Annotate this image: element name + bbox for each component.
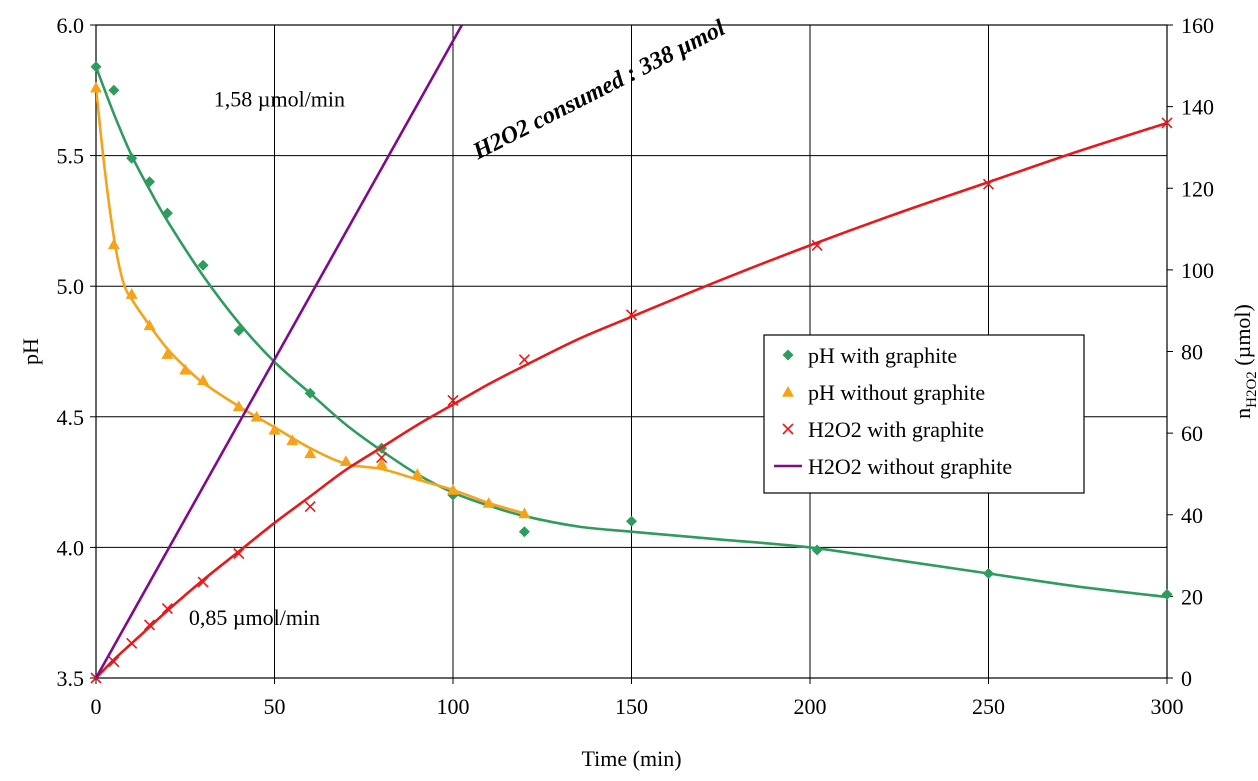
data-point bbox=[375, 457, 388, 469]
legend-label: H2O2 without graphite bbox=[808, 454, 1012, 479]
y-left-tick-label: 4.5 bbox=[57, 405, 85, 430]
data-point bbox=[197, 576, 209, 588]
data-point bbox=[161, 348, 174, 359]
series-ph-without-graphite bbox=[90, 81, 531, 519]
y-right-tick-label: 80 bbox=[1181, 340, 1203, 365]
annotation-label: 0,85 µmol/min bbox=[189, 605, 320, 630]
y-right-title-sub: H2O2 bbox=[1244, 371, 1258, 408]
data-point bbox=[125, 288, 138, 299]
data-point bbox=[161, 603, 173, 615]
x-tick-label: 200 bbox=[794, 694, 827, 719]
data-point bbox=[982, 178, 995, 190]
x-tick-label: 0 bbox=[91, 694, 102, 719]
data-point bbox=[625, 309, 638, 321]
data-point bbox=[90, 61, 102, 73]
data-point bbox=[90, 81, 102, 93]
legend-swatch bbox=[782, 386, 794, 397]
data-point bbox=[304, 447, 317, 459]
data-point bbox=[126, 637, 138, 649]
data-point bbox=[482, 496, 495, 508]
legend-swatch bbox=[782, 349, 794, 361]
data-point bbox=[179, 363, 192, 375]
data-point bbox=[108, 84, 120, 96]
series-h2o2-without-graphite bbox=[96, 25, 464, 678]
legend-box bbox=[763, 334, 1085, 494]
y-left-tick-label: 5.5 bbox=[57, 144, 85, 169]
data-point bbox=[161, 207, 173, 219]
data-point bbox=[983, 568, 994, 580]
y-right-tick-label: 40 bbox=[1181, 503, 1203, 528]
data-point bbox=[518, 354, 530, 366]
x-tick-label: 300 bbox=[1151, 694, 1184, 719]
data-point bbox=[339, 455, 352, 467]
data-point bbox=[1161, 117, 1173, 129]
data-point bbox=[143, 619, 156, 631]
y-left-tick-label: 5.0 bbox=[57, 274, 85, 299]
data-point bbox=[107, 238, 120, 250]
legend-item: H2O2 without graphite bbox=[774, 454, 1012, 479]
data-point bbox=[268, 423, 281, 435]
y-right-tick-label: 60 bbox=[1181, 421, 1203, 446]
data-point bbox=[626, 515, 637, 527]
y-right-tick-label: 20 bbox=[1181, 584, 1203, 609]
legend-item: H2O2 with graphite bbox=[782, 417, 984, 442]
data-point bbox=[304, 387, 316, 399]
data-point bbox=[447, 394, 459, 407]
data-point bbox=[286, 434, 299, 446]
legend-label: H2O2 with graphite bbox=[808, 417, 984, 442]
data-point bbox=[304, 501, 316, 513]
x-tick-label: 50 bbox=[264, 694, 286, 719]
legend-label: pH without graphite bbox=[808, 380, 985, 405]
annotation-label: 1,58 µmol/min bbox=[214, 87, 345, 112]
y-right-tick-label: 140 bbox=[1181, 95, 1214, 120]
x-tick-label: 250 bbox=[972, 694, 1005, 719]
x-tick-label: 150 bbox=[615, 694, 648, 719]
data-point bbox=[811, 544, 823, 556]
legend: pH with graphite pH without graphite H2O2 … bbox=[763, 334, 1085, 494]
data-point bbox=[376, 452, 388, 464]
data-point bbox=[518, 507, 531, 519]
y-right-title-main: n bbox=[1230, 408, 1255, 419]
data-point bbox=[233, 547, 245, 560]
data-point bbox=[126, 152, 138, 164]
y-left-tick-label: 4.0 bbox=[57, 535, 85, 560]
series bbox=[90, 25, 1173, 684]
data-point bbox=[233, 325, 245, 337]
data-point bbox=[108, 656, 120, 668]
y-right-title-tail: (µmol) bbox=[1230, 304, 1255, 371]
data-point bbox=[232, 400, 245, 412]
y-right-tick-label: 0 bbox=[1181, 666, 1192, 691]
axes: 0 50 100 150 200 250 300 3.5 4.0 4.5 5.0 5.5 6.0 0 20 4… bbox=[18, 13, 1258, 771]
data-point bbox=[518, 526, 530, 538]
data-point bbox=[447, 483, 459, 495]
y-left-tick-label: 6.0 bbox=[57, 13, 85, 38]
y-right-tick-label: 160 bbox=[1181, 13, 1214, 38]
data-point bbox=[1161, 588, 1173, 600]
y-right-tick-label: 100 bbox=[1181, 258, 1214, 283]
data-point bbox=[250, 410, 263, 422]
data-point bbox=[197, 259, 209, 271]
data-point bbox=[144, 176, 156, 188]
legend-item: pH with graphite bbox=[782, 343, 957, 368]
data-point bbox=[811, 239, 823, 251]
y-left-tick-label: 3.5 bbox=[57, 666, 85, 691]
legend-swatch bbox=[782, 423, 794, 435]
series-line bbox=[96, 121, 1167, 678]
data-point bbox=[197, 374, 210, 386]
legend-label: pH with graphite bbox=[808, 343, 957, 368]
y-left-axis-title: pH bbox=[18, 338, 43, 365]
x-axis-title: Time (min) bbox=[581, 746, 681, 771]
legend-item: pH without graphite bbox=[782, 380, 985, 405]
series-line bbox=[96, 25, 464, 678]
data-point bbox=[411, 468, 424, 480]
data-point bbox=[143, 319, 156, 331]
y-right-axis-title: nH2O2 (µmol) bbox=[1230, 304, 1258, 419]
y-right-tick-label: 120 bbox=[1181, 176, 1214, 201]
x-tick-label: 100 bbox=[437, 694, 470, 719]
